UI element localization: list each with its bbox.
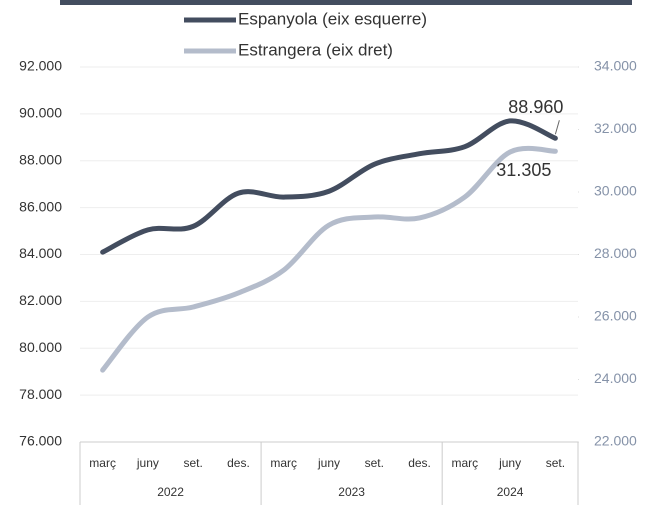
title-bar	[60, 0, 632, 5]
y2-tick-label: 32.000	[594, 120, 637, 136]
leader	[554, 120, 560, 135]
x-group-label: 2022	[157, 485, 184, 499]
x-tick-label: juny	[317, 456, 340, 470]
y-tick-label: 84.000	[19, 245, 62, 261]
y-tick-label: 88.000	[19, 151, 62, 167]
x-tick-label: març	[89, 456, 116, 470]
y2-tick-label: 22.000	[594, 433, 637, 449]
x-tick-label: set.	[184, 456, 203, 470]
y2-tick-label: 30.000	[594, 183, 637, 199]
x-group-label: 2024	[497, 485, 524, 499]
x-tick-label: juny	[136, 456, 159, 470]
y-tick-label: 90.000	[19, 105, 62, 121]
series-line	[100, 145, 558, 373]
x-tick-label: des.	[408, 456, 431, 470]
y-tick-label: 82.000	[19, 292, 62, 308]
x-tick-label: set.	[365, 456, 384, 470]
y2-tick-label: 24.000	[594, 370, 637, 386]
data-label: 31.305	[496, 160, 551, 180]
y2-tick-label: 28.000	[594, 245, 637, 261]
x-tick-label: des.	[227, 456, 250, 470]
x-tick-label: març	[270, 456, 297, 470]
y2-tick-label: 34.000	[594, 58, 637, 74]
y-tick-label: 78.000	[19, 386, 62, 402]
y-tick-label: 92.000	[19, 58, 62, 74]
legend-label: Espanyola (eix esquerre)	[238, 9, 427, 28]
x-group-label: 2023	[338, 485, 365, 499]
y-tick-label: 80.000	[19, 339, 62, 355]
x-tick-label: març	[451, 456, 478, 470]
y2-tick-label: 26.000	[594, 308, 637, 324]
x-tick-label: juny	[498, 456, 521, 470]
y-tick-label: 86.000	[19, 198, 62, 214]
legend-label: Estrangera (eix dret)	[238, 40, 393, 59]
series-line	[100, 118, 558, 255]
y-tick-label: 76.000	[19, 433, 62, 449]
data-label: 88.960	[508, 97, 563, 117]
x-tick-label: set.	[546, 456, 565, 470]
